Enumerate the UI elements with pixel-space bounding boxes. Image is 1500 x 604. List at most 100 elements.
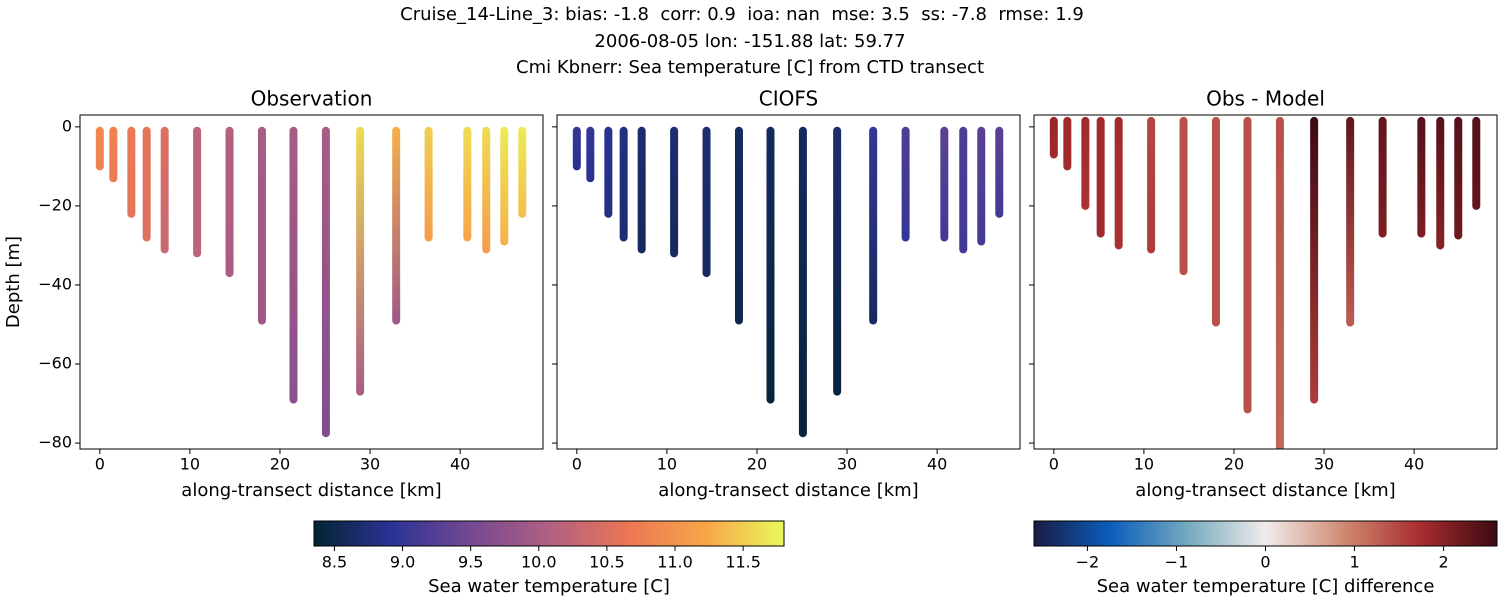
cast-column	[142, 126, 151, 242]
cast-column	[1454, 116, 1463, 240]
axes-frame	[556, 114, 1021, 450]
colorbar-tick-label: 8.5	[322, 553, 347, 572]
panel-title: Obs - Model	[1206, 87, 1325, 111]
colorbar-tick-label: −2	[1076, 553, 1100, 572]
cast-column	[1472, 116, 1481, 210]
y-axis-label: Depth [m]	[3, 236, 24, 328]
cast-column	[1243, 116, 1252, 414]
colorbar-tick-label: 1	[1349, 553, 1359, 572]
x-tick-label: 40	[450, 455, 470, 474]
cast-column	[257, 126, 266, 325]
cast-column	[225, 126, 234, 278]
plot-area	[1049, 116, 1481, 449]
cast-column	[1436, 116, 1445, 250]
cast-column	[766, 126, 775, 404]
x-axis-label: along-transect distance [km]	[1135, 480, 1395, 501]
cast-column	[1049, 116, 1058, 159]
x-axis-label: along-transect distance [km]	[181, 480, 441, 501]
cast-column	[1275, 116, 1284, 449]
cast-column	[356, 126, 365, 396]
y-tick-label: 0	[62, 116, 72, 135]
cast-column	[95, 126, 104, 171]
cast-column	[702, 126, 711, 278]
cast-column	[321, 126, 330, 438]
x-tick-label: 40	[927, 455, 947, 474]
cast-column	[127, 126, 136, 218]
cast-column	[1081, 116, 1090, 210]
cast-column	[798, 126, 807, 438]
x-tick-label: 30	[360, 455, 380, 474]
colorbar-tick-label: 11.0	[657, 553, 693, 572]
cast-column	[619, 126, 628, 242]
cast-column	[1096, 116, 1105, 238]
colorbar	[313, 520, 785, 547]
panel-title: CIOFS	[759, 87, 818, 111]
cast-column	[1179, 116, 1188, 276]
cast-column	[289, 126, 298, 404]
y-tick-label: −40	[38, 274, 72, 293]
x-tick-label: 30	[837, 455, 857, 474]
x-tick-label: 0	[1049, 455, 1059, 474]
colorbar-tick-label: 11.5	[725, 553, 761, 572]
colorbar-tick-label: 9.0	[390, 553, 415, 572]
cast-column	[1114, 116, 1123, 250]
cast-column	[734, 126, 743, 325]
plot-area	[572, 126, 1004, 438]
axes-frame	[1033, 114, 1498, 450]
colorbar	[1033, 520, 1498, 547]
cast-column	[1063, 116, 1072, 171]
panel-title: Observation	[251, 87, 373, 111]
x-axis-label: along-transect distance [km]	[658, 480, 918, 501]
suptitle: Cmi Kbnerr: Sea temperature [C] from CTD…	[516, 57, 984, 78]
colorbar-tick-label: −1	[1165, 553, 1189, 572]
plot-area	[95, 126, 527, 438]
cast-column	[940, 126, 949, 242]
x-tick-label: 40	[1404, 455, 1424, 474]
colorbar-tick-label: 10.0	[521, 553, 557, 572]
colorbar-label: Sea water temperature [C] difference	[1097, 576, 1435, 597]
y-tick-label: −60	[38, 354, 72, 373]
cast-column	[833, 126, 842, 396]
cast-column	[959, 126, 968, 254]
colorbar-tick-label: 9.5	[458, 553, 483, 572]
suptitle: 2006-08-05 lon: -151.88 lat: 59.77	[594, 31, 905, 52]
colorbar-tick-label: 2	[1438, 553, 1448, 572]
cast-column	[482, 126, 491, 254]
x-tick-label: 10	[180, 455, 200, 474]
cast-column	[518, 126, 527, 218]
x-tick-label: 20	[747, 455, 767, 474]
suptitle: Cruise_14-Line_3: bias: -1.8 corr: 0.9 i…	[400, 4, 1084, 25]
cast-column	[1211, 116, 1220, 327]
cast-column	[109, 126, 118, 183]
cast-column	[193, 126, 202, 258]
colorbar-tick-label: 0	[1260, 553, 1270, 572]
x-tick-label: 10	[1134, 455, 1154, 474]
x-tick-label: 20	[270, 455, 290, 474]
cast-column	[869, 126, 878, 325]
cast-column	[604, 126, 613, 218]
cast-column	[1417, 116, 1426, 238]
colorbar-tick-label: 10.5	[589, 553, 625, 572]
axes-frame	[79, 114, 544, 450]
x-tick-label: 0	[572, 455, 582, 474]
cast-column	[586, 126, 595, 183]
cast-column	[500, 126, 509, 246]
cast-column	[572, 126, 581, 171]
cast-column	[637, 126, 646, 254]
cast-column	[1378, 116, 1387, 238]
cast-column	[1346, 116, 1355, 327]
cast-column	[424, 126, 433, 242]
cast-column	[977, 126, 986, 246]
cast-column	[995, 126, 1004, 218]
cast-column	[392, 126, 401, 325]
y-tick-label: −20	[38, 195, 72, 214]
x-tick-label: 30	[1314, 455, 1334, 474]
cast-column	[670, 126, 679, 258]
cast-column	[1147, 116, 1156, 254]
y-tick-label: −80	[38, 433, 72, 452]
x-tick-label: 20	[1224, 455, 1244, 474]
cast-column	[160, 126, 169, 254]
x-tick-label: 0	[95, 455, 105, 474]
cast-column	[463, 126, 472, 242]
cast-column	[1310, 116, 1319, 404]
